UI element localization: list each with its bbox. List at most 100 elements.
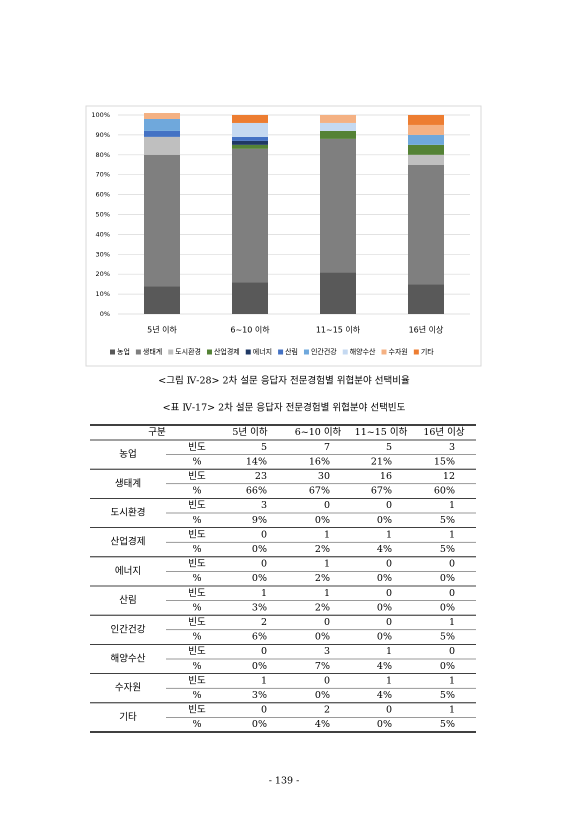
- bar-segment: [232, 282, 268, 314]
- row-group-label: 수자원: [115, 683, 141, 694]
- bar-segment: [144, 286, 180, 314]
- table-cell: 0%: [252, 661, 267, 672]
- legend-swatch: [245, 349, 251, 355]
- table-caption: <표 Ⅳ-17> 2차 설문 응답자 전문경험별 위협분야 선택빈도: [163, 402, 406, 414]
- bar-segment: [408, 124, 444, 135]
- table-cell: 7: [324, 442, 330, 453]
- row-group-label: 산업경제: [111, 536, 146, 548]
- table-cell: 5: [386, 442, 392, 453]
- table-cell: 0: [386, 588, 392, 599]
- bar-segment: [320, 272, 356, 314]
- table-cell: 3: [324, 646, 330, 657]
- table-cell: 0%: [315, 515, 330, 526]
- table-cell: 0: [324, 617, 330, 628]
- bar-segment: [144, 130, 180, 137]
- table-cell: 3: [261, 500, 267, 511]
- table-cell: 23: [255, 471, 267, 482]
- table-cell: 3%: [252, 690, 267, 701]
- legend-label: 해양수산: [350, 347, 376, 356]
- row-label: 빈도: [188, 500, 206, 511]
- row-label: %: [192, 632, 201, 643]
- table-header: 16년 이상: [423, 427, 465, 438]
- legend-label: 생태계: [143, 347, 162, 356]
- table-cell: 2: [324, 705, 330, 716]
- row-label: 빈도: [188, 675, 206, 686]
- table-cell: 2%: [315, 602, 330, 613]
- table-cell: 1: [449, 529, 455, 540]
- table-cell: 0%: [377, 632, 392, 643]
- table-cell: 0%: [252, 544, 267, 555]
- figure-caption: <그림 Ⅳ-28> 2차 설문 응답자 전문경험별 위협분야 선택비율: [158, 375, 410, 387]
- bar-segment: [232, 122, 268, 137]
- bar-segment: [320, 115, 356, 123]
- bar-segment: [232, 115, 268, 123]
- y-tick-label: 100%: [91, 111, 110, 119]
- legend-label: 도시환경: [175, 347, 201, 356]
- y-tick-label: 80%: [96, 151, 110, 159]
- table-cell: 4%: [377, 544, 392, 555]
- table-cell: 16%: [309, 456, 330, 467]
- table-cell: 16: [380, 471, 392, 482]
- legend-swatch: [278, 349, 284, 355]
- table-cell: 0%: [440, 602, 455, 613]
- legend-label: 에너지: [253, 347, 272, 356]
- table-cell: 67%: [371, 486, 392, 497]
- bar-segment: [232, 148, 268, 283]
- table-cell: 67%: [309, 486, 330, 497]
- row-label: %: [192, 661, 201, 672]
- table-cell: 12: [443, 471, 455, 482]
- legend-label: 산림: [285, 347, 298, 356]
- y-tick-label: 60%: [96, 191, 110, 199]
- table-cell: 2%: [315, 544, 330, 555]
- y-tick-label: 90%: [96, 131, 110, 139]
- row-label: 빈도: [188, 559, 206, 570]
- bar-segment: [408, 284, 444, 314]
- table-cell: 21%: [371, 456, 392, 467]
- row-label: %: [192, 456, 201, 467]
- bar-segment: [144, 113, 180, 119]
- table-cell: 1: [386, 529, 392, 540]
- y-tick-label: 70%: [96, 171, 110, 179]
- legend-label: 수자원: [389, 347, 408, 356]
- row-group-label: 에너지: [115, 566, 141, 577]
- table-header: 6~10 이하: [295, 426, 342, 438]
- table-cell: 0: [261, 559, 267, 570]
- x-tick-label: 6~10 이하: [230, 325, 270, 335]
- row-label: 빈도: [188, 442, 206, 453]
- row-label: 빈도: [188, 471, 206, 482]
- table-cell: 5: [261, 442, 267, 453]
- legend-swatch: [168, 349, 174, 355]
- table-cell: 0%: [252, 573, 267, 584]
- table-cell: 5%: [440, 544, 455, 555]
- bar-segment: [408, 134, 444, 145]
- bar-segment: [144, 154, 180, 287]
- legend-label: 산업경제: [214, 347, 240, 356]
- table-cell: 0%: [377, 719, 392, 730]
- table-cell: 0: [449, 559, 455, 570]
- y-tick-label: 20%: [96, 270, 110, 278]
- table-cell: 1: [449, 500, 455, 511]
- table-cell: 4%: [315, 719, 330, 730]
- legend-label: 기타: [421, 347, 434, 356]
- table-cell: 0%: [377, 573, 392, 584]
- bar-segment: [408, 154, 444, 165]
- table-cell: 0: [261, 705, 267, 716]
- bar-segment: [232, 136, 268, 141]
- legend-swatch: [135, 349, 141, 355]
- table-cell: 0: [386, 617, 392, 628]
- table-cell: 0: [386, 705, 392, 716]
- row-group-label: 생태계: [115, 477, 141, 489]
- row-group-label: 농업: [119, 448, 136, 460]
- table-cell: 0: [386, 500, 392, 511]
- row-label: %: [192, 486, 201, 497]
- x-tick-label: 5년 이하: [147, 325, 177, 335]
- table-cell: 5%: [440, 632, 455, 643]
- table-header: 구분: [148, 427, 166, 438]
- table-cell: 0%: [377, 515, 392, 526]
- page-number: - 139 -: [269, 776, 300, 787]
- table-cell: 0%: [440, 661, 455, 672]
- bar-segment: [320, 130, 356, 139]
- y-tick-label: 10%: [96, 290, 110, 298]
- y-tick-label: 0%: [100, 310, 110, 318]
- table-cell: 1: [324, 559, 330, 570]
